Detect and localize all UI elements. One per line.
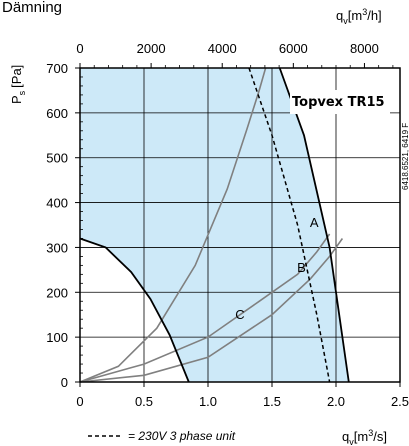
bottom-tick-label: 2.5: [391, 394, 409, 409]
left-tick-label: 100: [46, 330, 68, 345]
left-tick-label: 700: [46, 61, 68, 76]
bottom-tick-label: 0: [76, 394, 83, 409]
title-box: [290, 90, 390, 114]
left-axis: 0 100 200 300 400 500 600 700: [46, 61, 83, 390]
operating-region: [80, 68, 349, 382]
system-curve-b: [79, 233, 331, 383]
top-tick-label: 2000: [137, 41, 166, 56]
left-tick-label: 500: [46, 151, 68, 166]
curve-label-a: A: [310, 215, 319, 230]
y-axis-label: Ps[Pa]: [9, 65, 27, 104]
boundary-curve-left: [79, 237, 190, 383]
curve-label-b: B: [297, 260, 306, 275]
bottom-axis: 0 0.5 1.0 1.5 2.0 2.5: [76, 382, 409, 409]
top-tick-label: 0: [76, 41, 83, 56]
curve-label-c: C: [235, 307, 244, 322]
system-curve-c: [79, 238, 344, 383]
top-axis-label: qv[m3/h]: [336, 7, 382, 26]
curves: A B C: [79, 67, 350, 383]
chart-title: Topvex TR15: [292, 95, 385, 110]
top-tick-label: 6000: [279, 41, 308, 56]
curve-230v: [248, 67, 331, 383]
top-tick-label: 4000: [208, 41, 237, 56]
side-code: 6418.6521, 6419 F: [401, 123, 409, 190]
header-text: Dämning: [2, 0, 62, 16]
plot-frame: [79, 67, 401, 383]
bottom-tick-label: 1.0: [199, 394, 217, 409]
left-tick-label: 300: [46, 240, 68, 255]
left-tick-label: 0: [61, 375, 68, 390]
legend-text: = 230V 3 phase unit: [128, 429, 236, 443]
bottom-axis-label: qv[m3/s]: [342, 428, 387, 446]
top-tick-label: 8000: [350, 41, 379, 56]
bottom-tick-label: 2.0: [327, 394, 345, 409]
bottom-tick-label: 0.5: [135, 394, 153, 409]
top-axis: 0 2000 4000 6000 8000: [76, 41, 394, 68]
plot-area: A B C Topvex TR15 6418.6521, 6419 F: [79, 67, 409, 383]
left-tick-label: 200: [46, 285, 68, 300]
system-curve-a: [79, 67, 267, 383]
left-tick-label: 600: [46, 106, 68, 121]
left-tick-label: 400: [46, 196, 68, 211]
bottom-tick-label: 1.5: [263, 394, 281, 409]
